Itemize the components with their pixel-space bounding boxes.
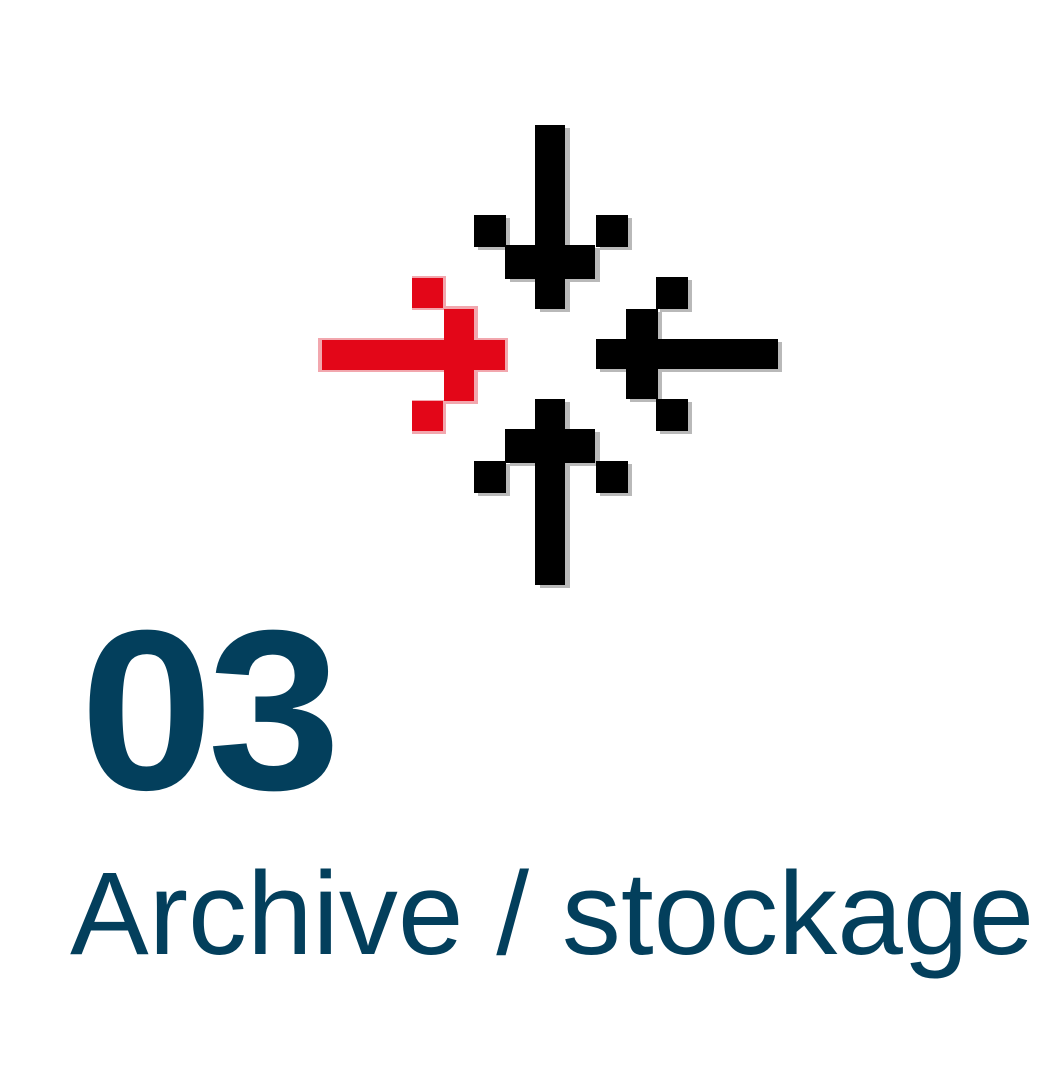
left-red-cross-icon — [322, 278, 505, 431]
top-cross-icon — [474, 125, 628, 309]
crosshair-logo-icon — [318, 125, 782, 588]
bottom-cross-icon — [474, 399, 628, 585]
step-label: Archive / stockage — [70, 848, 1035, 980]
step-number: 03 — [80, 582, 341, 838]
right-cross-icon — [596, 277, 778, 431]
